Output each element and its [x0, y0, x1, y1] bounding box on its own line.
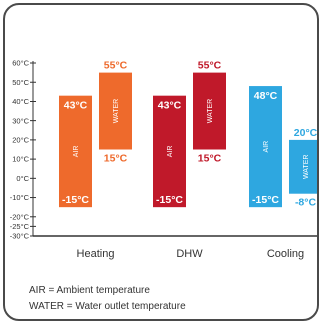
y-tick-label: 40°C [12, 97, 29, 106]
bar-max-label: 43°C [64, 100, 88, 112]
range-bar-chart: 60°C 50°C 40°C 30°C 20°C 10°C 0°C -10°C -20°C-25… [10, 59, 318, 260]
y-tick-label: 20°C [12, 135, 29, 144]
bar-min-label: -15°C [156, 194, 183, 206]
category-label: Cooling [267, 248, 304, 260]
range-bar [153, 95, 186, 208]
bar-max-label: 55°C [198, 60, 222, 72]
category-label: DHW [176, 248, 203, 260]
bar-series-label: WATER [207, 99, 214, 124]
y-tick-label: 10°C [12, 155, 29, 164]
bar-max-label: 43°C [158, 100, 182, 112]
range-bar [249, 86, 282, 208]
range-bar [59, 95, 92, 208]
y-tick-label: 0°C [16, 174, 29, 183]
bar-series-label: WATER [303, 155, 310, 180]
y-tick-label: 30°C [12, 116, 29, 125]
bar-min-label: -15°C [252, 194, 279, 206]
bar-min-label: 15°C [198, 153, 222, 165]
legend-water-note: WATER = Water outlet temperature [29, 301, 186, 312]
range-bar [193, 72, 226, 150]
bar-max-label: 48°C [254, 90, 278, 102]
bar-series-label: WATER [113, 99, 120, 124]
y-tick-label: -25°C [10, 222, 30, 231]
y-tick-label: -20°C [10, 212, 30, 221]
y-tick-label: -10°C [10, 193, 30, 202]
bar-series-label: AIR [73, 146, 80, 158]
range-bar [99, 72, 132, 150]
bar-min-label: 15°C [104, 153, 128, 165]
bar-max-label: 55°C [104, 60, 128, 72]
chart-frame: 60°C 50°C 40°C 30°C 20°C 10°C 0°C -10°C -20°C -25… [3, 3, 319, 321]
range-bar [289, 139, 317, 194]
y-tick-label: 50°C [12, 78, 29, 87]
y-tick-label: -30°C [10, 232, 30, 241]
y-tick-label: 60°C [12, 59, 29, 68]
bar-series-label: AIR [167, 146, 174, 158]
category-label: Heating [77, 248, 115, 260]
bar-series-label: AIR [263, 141, 270, 153]
bar-max-label: 20°C [294, 127, 318, 139]
bar-min-label: -15°C [62, 194, 89, 206]
bar-min-label: -8°C [295, 197, 317, 209]
legend-air-note: AIR = Ambient temperature [29, 285, 150, 296]
